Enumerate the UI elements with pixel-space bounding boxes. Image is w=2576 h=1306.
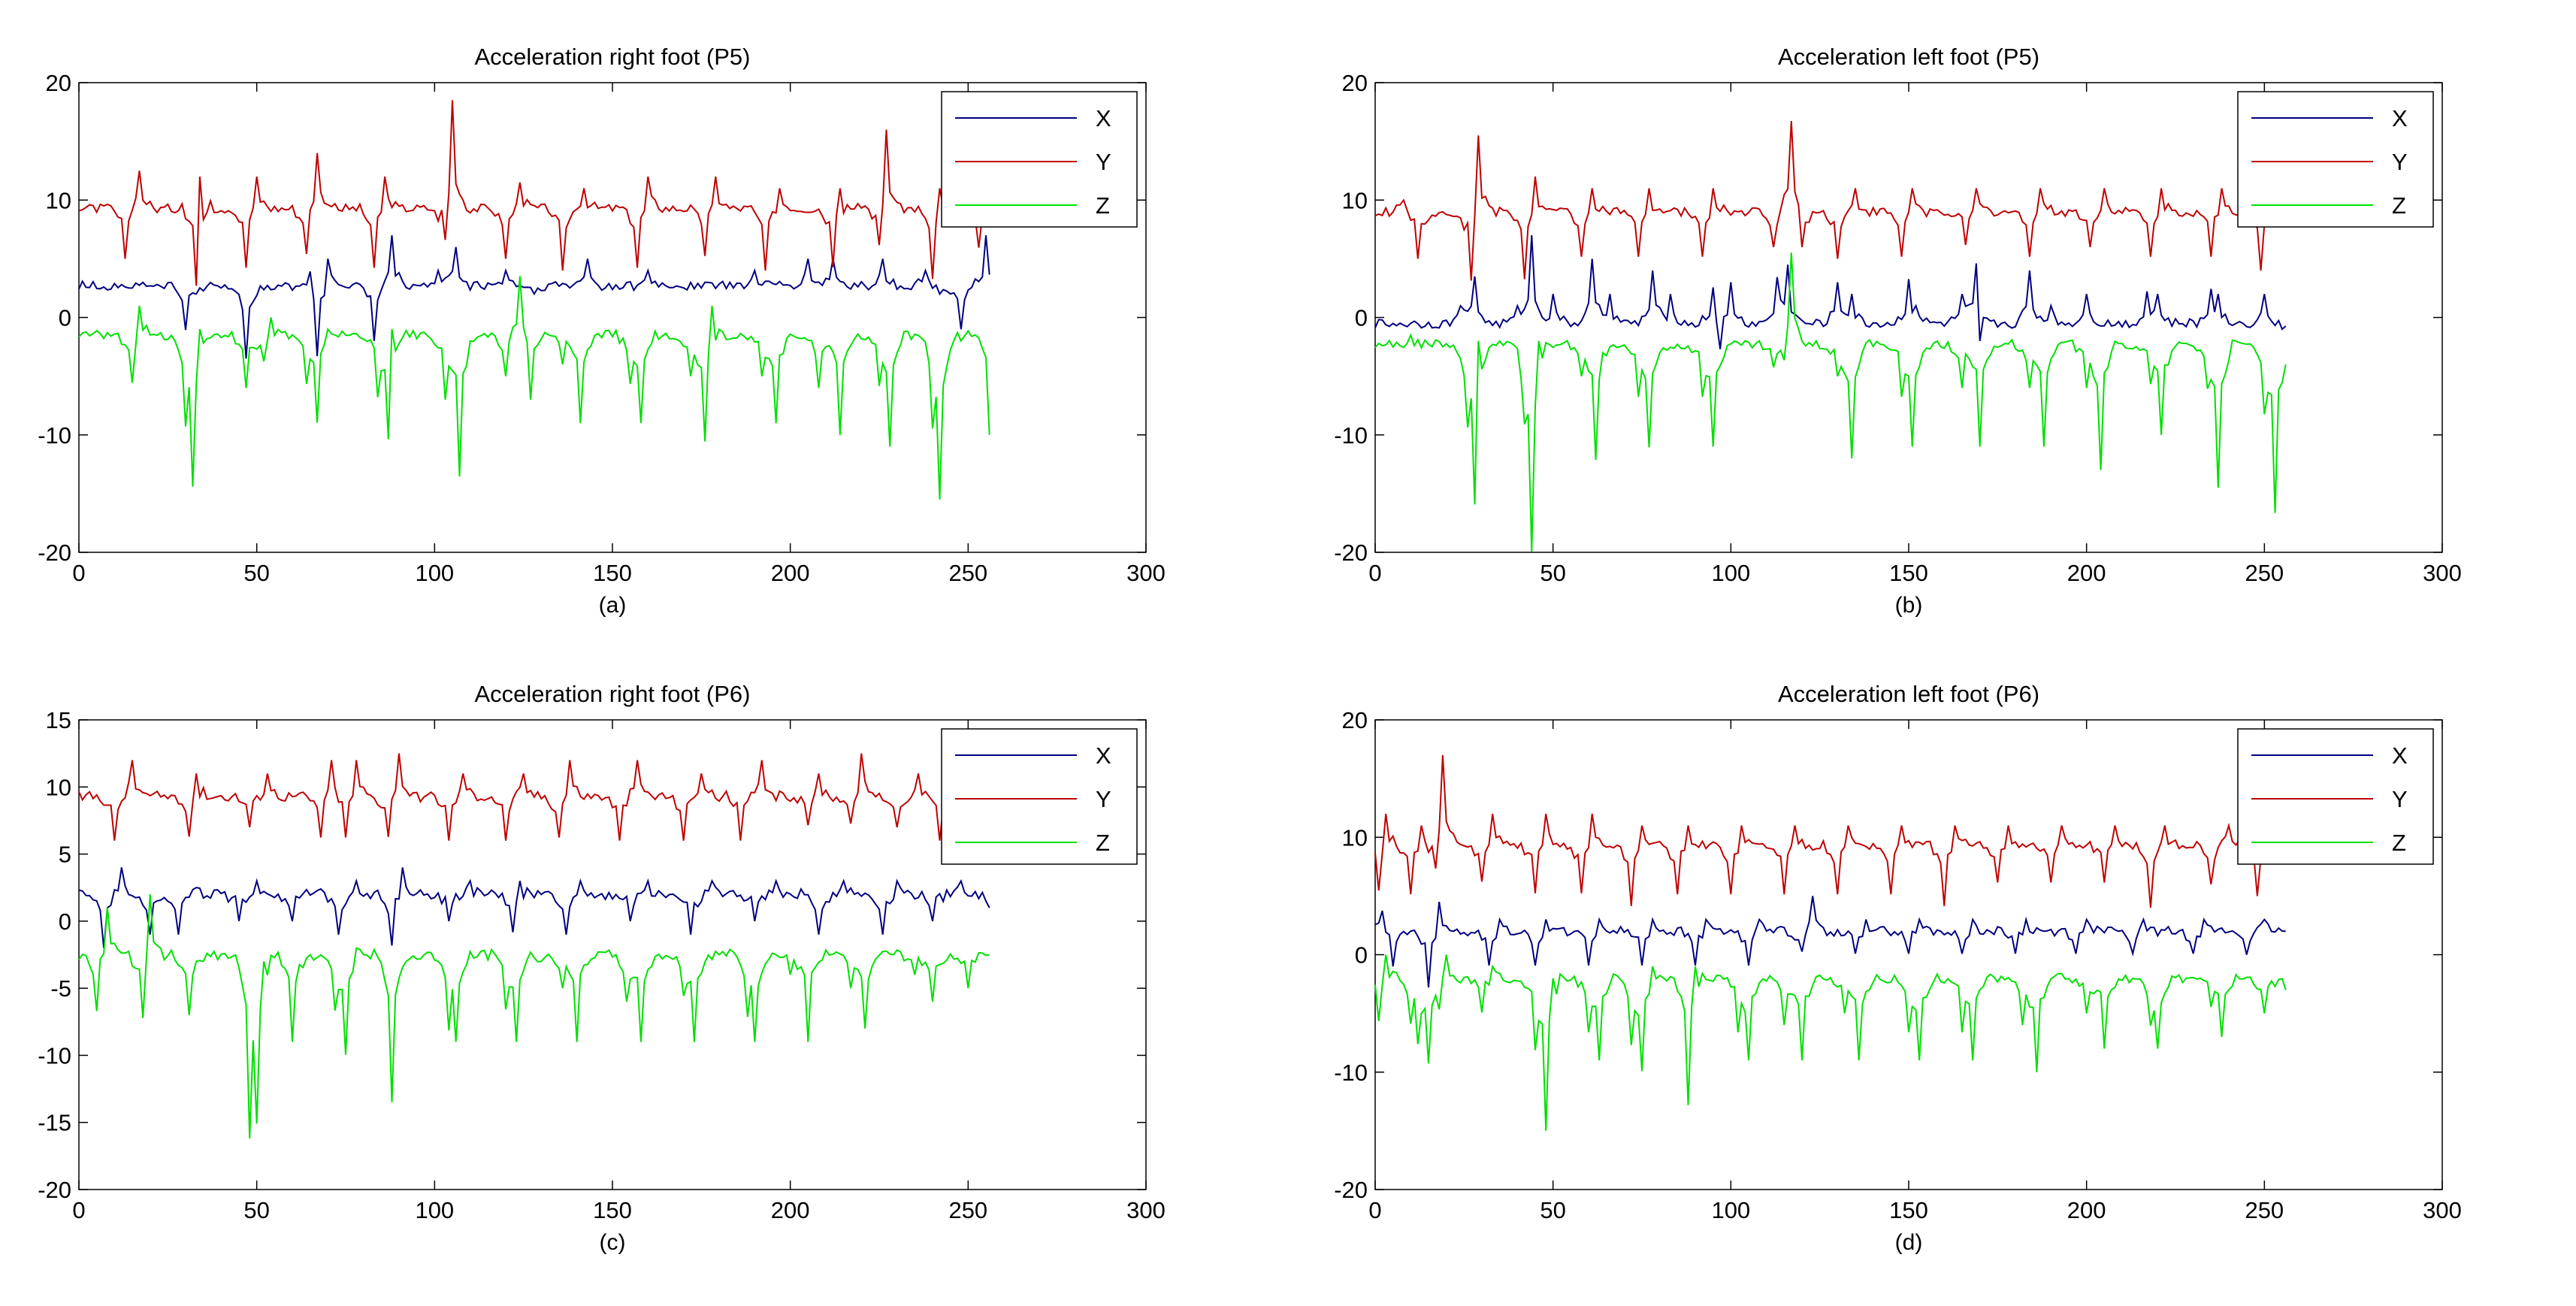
legend-label-x-a: X xyxy=(1096,105,1111,132)
x-tick-label-d: 250 xyxy=(2245,1197,2284,1223)
legend-label-y-b: Y xyxy=(2392,149,2408,175)
series-line-x-a xyxy=(78,235,990,359)
x-tick-label-b: 250 xyxy=(2245,560,2284,586)
x-tick-label-d: 0 xyxy=(1368,1197,1381,1223)
legend-label-y-c: Y xyxy=(1096,786,1111,812)
y-tick-label-b: 20 xyxy=(1342,70,1368,96)
legend-label-y-a: Y xyxy=(1096,149,1111,175)
chart-caption-a: (a) xyxy=(599,593,627,618)
x-tick-label-d: 150 xyxy=(1889,1197,1928,1223)
y-tick-label-a: 10 xyxy=(46,187,71,213)
series-line-z-c xyxy=(78,894,990,1138)
legend-label-z-b: Z xyxy=(2392,192,2406,219)
y-tick-label-d: 0 xyxy=(1355,942,1368,969)
y-tick-label-b: -20 xyxy=(1334,540,1368,566)
y-tick-label-c: 10 xyxy=(46,774,71,800)
series-line-x-d xyxy=(1374,896,2286,988)
x-tick-label-a: 250 xyxy=(948,560,987,586)
chart-caption-c: (c) xyxy=(600,1230,626,1255)
x-tick-label-b: 200 xyxy=(2067,560,2106,586)
x-tick-label-a: 300 xyxy=(1126,560,1166,586)
legend-label-y-d: Y xyxy=(2392,786,2408,812)
y-tick-label-b: -10 xyxy=(1334,422,1368,449)
y-tick-label-a: 20 xyxy=(46,70,71,96)
y-tick-label-d: 10 xyxy=(1342,824,1368,851)
x-tick-label-a: 200 xyxy=(771,560,810,586)
y-tick-label-c: 0 xyxy=(59,908,71,935)
series-line-x-b xyxy=(1374,235,2287,349)
x-tick-label-c: 300 xyxy=(1126,1197,1166,1223)
chart-b-svg: Acceleration left foot (P5)0 50 100 150 200 2… xyxy=(1334,44,2462,618)
y-tick-label-c: -5 xyxy=(50,975,71,1002)
chart-title-b: Acceleration left foot (P5) xyxy=(1778,44,2039,70)
chart-c-svg: Acceleration right foot (P6)0 50 100 150 200… xyxy=(38,681,1166,1255)
y-tick-label-a: -20 xyxy=(38,540,71,566)
chart-panel-b: Acceleration left foot (P5) 0 50 100 150 200 2… xyxy=(1311,23,2559,669)
x-tick-label-a: 100 xyxy=(415,560,454,586)
x-tick-label-c: 150 xyxy=(593,1197,632,1223)
y-tick-label-b: 0 xyxy=(1355,305,1368,331)
y-tick-label-d: -20 xyxy=(1334,1177,1368,1203)
x-tick-label-a: 50 xyxy=(243,560,269,586)
x-tick-label-c: 50 xyxy=(243,1197,269,1223)
y-tick-label-c: -10 xyxy=(38,1042,71,1069)
y-tick-label-c: 15 xyxy=(46,707,71,733)
x-tick-label-b: 0 xyxy=(1368,560,1381,586)
series-line-y-b xyxy=(1374,120,2287,281)
series-line-y-a xyxy=(78,100,990,286)
y-tick-label-d: -10 xyxy=(1334,1060,1368,1086)
y-tick-label-c: -20 xyxy=(38,1177,71,1203)
legend-label-x-d: X xyxy=(2392,742,2408,769)
legend-label-x-c: X xyxy=(1096,742,1111,769)
y-tick-label-b: 10 xyxy=(1342,187,1368,213)
y-tick-label-a: 0 xyxy=(59,305,71,331)
legend-label-z-c: Z xyxy=(1096,830,1110,856)
chart-caption-b: (b) xyxy=(1895,593,1923,618)
y-tick-label-c: -15 xyxy=(38,1110,71,1136)
x-tick-label-a: 150 xyxy=(593,560,632,586)
y-tick-label-a: -10 xyxy=(38,422,71,449)
x-tick-label-b: 150 xyxy=(1889,560,1928,586)
chart-title-a: Acceleration right foot (P5) xyxy=(474,44,750,70)
x-tick-label-c: 0 xyxy=(72,1197,85,1223)
chart-caption-d: (d) xyxy=(1895,1230,1923,1255)
x-tick-label-b: 300 xyxy=(2423,560,2462,586)
x-tick-label-b: 100 xyxy=(1711,560,1750,586)
chart-panel-a: Acceleration right foot (P5) 0 50 100 150 200… xyxy=(15,23,1262,669)
x-tick-label-d: 300 xyxy=(2423,1197,2462,1223)
series-line-z-a xyxy=(78,276,990,500)
series-line-y-c xyxy=(78,753,990,841)
chart-a-svg: Acceleration right foot (P5)0 50 100 150 200… xyxy=(38,44,1166,618)
y-tick-label-c: 5 xyxy=(59,842,71,868)
x-tick-label-d: 50 xyxy=(1540,1197,1565,1223)
y-tick-label-d: 20 xyxy=(1342,707,1368,733)
chart-panel-d: Acceleration left foot (P6) 0 50 100 150 200 2… xyxy=(1311,660,2559,1306)
chart-panel-c: Acceleration right foot (P6) 0 50 100 150 200… xyxy=(15,660,1262,1306)
series-line-z-d xyxy=(1374,954,2287,1131)
x-tick-label-a: 0 xyxy=(72,560,85,586)
x-tick-label-d: 100 xyxy=(1711,1197,1750,1223)
legend-label-z-a: Z xyxy=(1096,192,1110,219)
x-tick-label-c: 200 xyxy=(771,1197,810,1223)
legend-label-z-d: Z xyxy=(2392,830,2406,856)
chart-title-d: Acceleration left foot (P6) xyxy=(1778,681,2039,707)
series-line-z-b xyxy=(1374,252,2287,552)
x-tick-label-d: 200 xyxy=(2067,1197,2106,1223)
chart-title-c: Acceleration right foot (P6) xyxy=(474,681,750,707)
series-line-y-d xyxy=(1374,754,2286,908)
chart-d-svg: Acceleration left foot (P6)0 50 100 150 200 2… xyxy=(1334,681,2462,1255)
x-tick-label-c: 100 xyxy=(415,1197,454,1223)
x-tick-label-c: 250 xyxy=(948,1197,987,1223)
x-tick-label-b: 50 xyxy=(1540,560,1565,586)
series-line-x-c xyxy=(78,867,990,948)
legend-label-x-b: X xyxy=(2392,105,2408,132)
